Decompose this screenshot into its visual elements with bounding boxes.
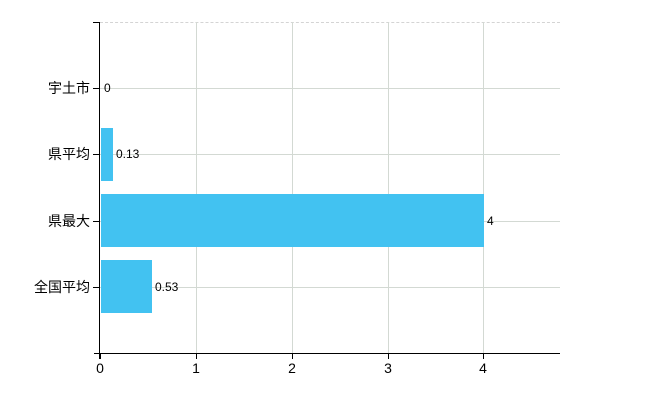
x-axis-line xyxy=(94,353,560,354)
horizontal-gridline xyxy=(100,88,560,89)
plot-top-border xyxy=(100,22,560,23)
bar xyxy=(101,128,113,181)
bar-value-label: 4 xyxy=(487,214,494,228)
x-axis-tick-label: 4 xyxy=(479,360,487,376)
bar-value-label: 0 xyxy=(104,81,111,95)
x-axis-tick xyxy=(292,354,293,359)
x-axis-tick-label: 0 xyxy=(96,360,104,376)
vertical-gridline xyxy=(292,22,293,353)
category-label: 県最大 xyxy=(48,213,90,229)
vertical-gridline xyxy=(483,22,484,353)
x-axis-tick xyxy=(100,354,101,359)
y-axis-line xyxy=(99,22,100,359)
bar xyxy=(101,260,152,313)
y-axis-tick xyxy=(93,154,100,155)
y-axis-tick xyxy=(93,287,100,288)
x-axis-tick-label: 3 xyxy=(384,360,392,376)
category-label: 全国平均 xyxy=(34,279,90,295)
category-label: 宇土市 xyxy=(48,80,90,96)
x-axis-tick-label: 1 xyxy=(192,360,200,376)
y-axis-tick xyxy=(93,88,100,89)
horizontal-gridline xyxy=(100,154,560,155)
x-axis-tick-label: 2 xyxy=(288,360,296,376)
bar xyxy=(101,194,484,247)
x-axis-tick xyxy=(483,354,484,359)
x-axis-tick xyxy=(388,354,389,359)
y-axis-top-tick xyxy=(93,22,100,23)
bar-value-label: 0.13 xyxy=(116,147,140,161)
horizontal-gridline xyxy=(100,287,560,288)
bar-value-label: 0.53 xyxy=(155,280,179,294)
vertical-gridline xyxy=(196,22,197,353)
y-axis-tick xyxy=(93,221,100,222)
category-label: 県平均 xyxy=(48,146,90,162)
x-axis-tick xyxy=(196,354,197,359)
vertical-gridline xyxy=(388,22,389,353)
